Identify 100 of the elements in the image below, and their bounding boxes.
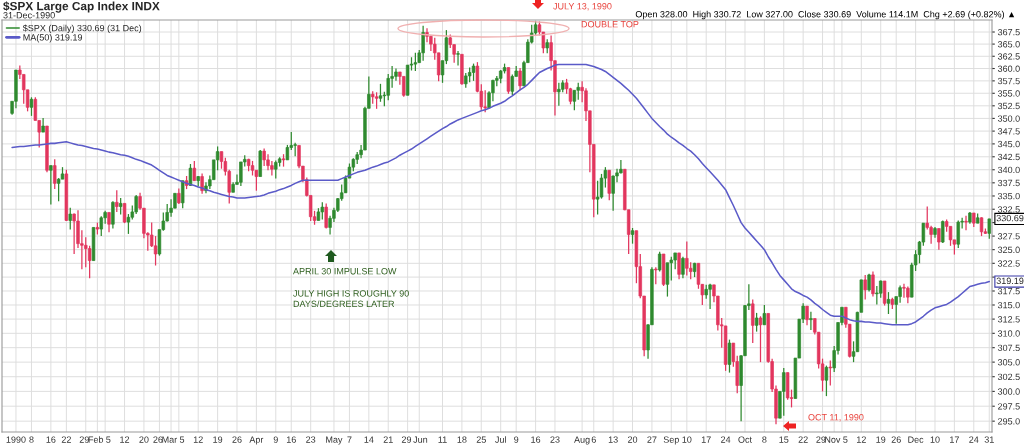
x-tick-label: 25 bbox=[476, 436, 486, 443]
candlestick bbox=[824, 364, 829, 397]
x-tick-label: 29 bbox=[816, 436, 826, 443]
y-tick-label: 352.5 bbox=[997, 102, 1020, 110]
x-tick-label: 8 bbox=[29, 436, 34, 443]
candlestick bbox=[681, 256, 685, 279]
candlestick bbox=[181, 180, 185, 209]
candlestick bbox=[607, 169, 611, 201]
candlestick bbox=[665, 262, 670, 298]
candlestick bbox=[987, 218, 991, 240]
candlestick bbox=[134, 194, 138, 215]
y-tick-label: 337.5 bbox=[997, 179, 1020, 187]
candlestick bbox=[964, 215, 968, 231]
x-tick-label: 5 bbox=[106, 436, 111, 443]
x-tick-label: Oct bbox=[738, 436, 752, 443]
x-tick-label: Mar bbox=[162, 436, 178, 443]
candlestick bbox=[421, 25, 425, 62]
candlestick bbox=[111, 200, 115, 230]
x-tick-label: 29 bbox=[401, 436, 412, 443]
candlestick bbox=[126, 213, 131, 235]
y-tick-label: 355.0 bbox=[997, 90, 1020, 97]
x-tick-label: 19 bbox=[213, 436, 223, 443]
x-tick-label: 19 bbox=[876, 436, 886, 443]
x-tick-label: 6 bbox=[591, 436, 596, 443]
candlestick bbox=[782, 367, 786, 417]
x-tick-label: 10 bbox=[930, 436, 940, 443]
candlestick bbox=[53, 158, 57, 190]
x-tick-label: 9 bbox=[514, 436, 519, 443]
candlestick bbox=[518, 67, 522, 91]
candlestick bbox=[22, 73, 26, 105]
y-tick-label: 297.5 bbox=[998, 403, 1020, 410]
y-tick-label: 345.0 bbox=[997, 140, 1020, 148]
y-tick-label: 310.0 bbox=[997, 330, 1020, 337]
y-tick-label: 332.5 bbox=[997, 206, 1020, 213]
candlestick bbox=[192, 160, 197, 182]
text: Open 328.00 High 330.72 Low 327.00 Close 330.69 Volume 114.1M Chg +2.69 (+0.82%) ▲ bbox=[635, 10, 1015, 20]
y-tick-label: 327.5 bbox=[997, 233, 1020, 240]
candlestick bbox=[956, 219, 960, 249]
candlestick bbox=[677, 252, 681, 280]
x-tick-label: 23 bbox=[306, 436, 316, 443]
x-tick-label: 27 bbox=[647, 436, 657, 443]
y-tick-label: 325.0 bbox=[997, 246, 1020, 254]
candlestick bbox=[29, 96, 34, 117]
x-tick-label: 15 bbox=[779, 436, 789, 443]
y-tick-label: 295.0 bbox=[998, 418, 1020, 425]
annotation: OCT 11, 1990 bbox=[808, 414, 864, 422]
candlestick bbox=[902, 283, 906, 299]
candlestick bbox=[708, 283, 712, 310]
y-tick-label: 365.0 bbox=[997, 41, 1020, 48]
x-tick-label: 22 bbox=[798, 436, 808, 443]
candlestick bbox=[809, 311, 813, 331]
candlestick bbox=[56, 177, 61, 202]
x-tick-label: Jun bbox=[413, 436, 428, 443]
annotation: DOUBLE TOP bbox=[581, 21, 639, 28]
y-tick-label: 305.0 bbox=[997, 359, 1020, 366]
x-tick-label: Apr bbox=[249, 436, 264, 445]
x-tick-label: 24 bbox=[721, 436, 731, 443]
y-tick-label: 315.0 bbox=[997, 301, 1020, 309]
y-tick-label: 350.0 bbox=[997, 115, 1020, 122]
candlestick bbox=[324, 202, 328, 230]
x-tick-label: 31 bbox=[984, 436, 994, 443]
y-tick-label: 360.0 bbox=[997, 65, 1020, 72]
candlestick bbox=[572, 89, 577, 111]
y-tick-label: 322.5 bbox=[997, 260, 1020, 267]
legend-label: $SPX (Daily) 330.69 (31 Dec) bbox=[22, 24, 142, 34]
y-tick-label: 300.0 bbox=[997, 388, 1020, 395]
candlestick bbox=[948, 225, 953, 247]
y-tick-label: 335.0 bbox=[997, 192, 1020, 200]
x-tick-label: 10 bbox=[682, 436, 692, 443]
candlestick bbox=[762, 304, 767, 326]
x-tick-label: 8 bbox=[762, 436, 767, 443]
candlestick bbox=[72, 212, 76, 255]
annotation: APRIL 30 IMPULSE LOW bbox=[293, 268, 397, 275]
x-tick-label: May bbox=[326, 436, 343, 445]
candlestick bbox=[828, 359, 832, 387]
y-tick-label: 362.5 bbox=[997, 53, 1020, 60]
candlestick bbox=[188, 163, 193, 187]
x-tick-label: 21 bbox=[383, 436, 393, 443]
candlestick bbox=[107, 211, 111, 233]
x-tick-label: 26 bbox=[891, 436, 901, 443]
candlestick bbox=[506, 66, 511, 95]
x-tick-label: 18 bbox=[457, 436, 467, 443]
annotation: JULY HIGH IS ROUGHLY 90 DAYS/DEGREES LATER bbox=[293, 290, 409, 308]
x-tick-label: 1990 bbox=[6, 436, 26, 443]
x-tick-label: 14 bbox=[364, 436, 374, 443]
x-tick-label: 23 bbox=[550, 436, 560, 443]
candlestick bbox=[99, 215, 103, 237]
x-tick-label: 16 bbox=[46, 436, 56, 443]
y-tick-label: 342.5 bbox=[997, 153, 1020, 161]
candlestick bbox=[805, 305, 809, 326]
x-tick-label: 17 bbox=[950, 436, 959, 443]
candlestick bbox=[87, 245, 92, 279]
candlestick bbox=[669, 256, 674, 282]
candlestick bbox=[557, 82, 561, 107]
x-tick-label: 22 bbox=[61, 436, 71, 443]
annotation: 319.19 bbox=[996, 277, 1024, 285]
y-tick-label: 312.5 bbox=[997, 316, 1020, 323]
y-tick-label: 302.5 bbox=[997, 373, 1020, 381]
x-tick-label: 24 bbox=[969, 436, 979, 443]
candlestick bbox=[685, 240, 689, 277]
